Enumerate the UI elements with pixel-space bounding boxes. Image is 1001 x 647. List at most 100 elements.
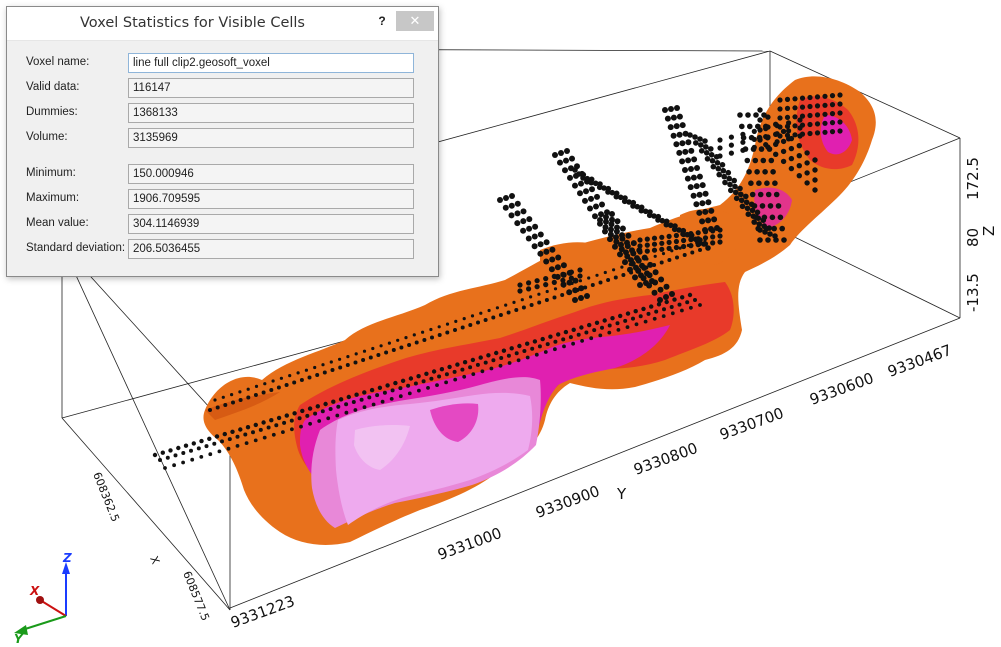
drillhole-point xyxy=(353,360,358,365)
drillhole-point xyxy=(822,102,828,108)
drillhole-point xyxy=(748,180,754,186)
drillhole-point xyxy=(763,225,769,232)
drillhole-point xyxy=(634,203,641,210)
drillhole-point xyxy=(509,346,514,351)
drillhole-point xyxy=(613,193,620,200)
drillhole-point xyxy=(313,411,318,416)
standard-deviation-field[interactable]: 206.5036455 xyxy=(128,239,414,259)
drillhole-point xyxy=(748,134,755,141)
drillhole-point xyxy=(784,96,791,102)
drillhole-point xyxy=(537,292,541,296)
drillhole-point xyxy=(663,221,670,228)
drillhole-point xyxy=(476,320,480,325)
drillhole-point xyxy=(437,374,442,379)
drillhole-point xyxy=(699,200,706,207)
drillhole-point xyxy=(786,128,792,134)
mean-value-field[interactable]: 304.1146939 xyxy=(128,214,414,234)
field-label: Mean value: xyxy=(26,217,89,229)
drillhole-point xyxy=(462,317,466,321)
drillhole-point xyxy=(777,133,783,139)
drillhole-point xyxy=(204,444,209,449)
y-tick-label: 9330900 xyxy=(533,482,602,522)
dummies-field[interactable]: 1368133 xyxy=(128,103,414,123)
minimum-field[interactable]: 150.000946 xyxy=(128,164,414,184)
drillhole-point xyxy=(615,321,620,326)
drillhole-point xyxy=(829,111,836,117)
drillhole-point xyxy=(429,327,433,332)
valid-data-field[interactable]: 116147 xyxy=(128,78,414,98)
drillhole-point xyxy=(592,180,599,187)
drillhole-point xyxy=(414,340,419,345)
drillhole-point xyxy=(514,200,521,207)
drillhole-point xyxy=(675,255,679,260)
drillhole-point xyxy=(721,173,727,180)
drillhole-point xyxy=(739,123,745,130)
close-button[interactable]: ✕ xyxy=(396,11,434,31)
drillhole-point xyxy=(695,236,701,242)
drillhole-point xyxy=(655,217,661,223)
drillhole-point xyxy=(577,273,583,279)
drillhole-point xyxy=(646,282,653,289)
drillhole-point xyxy=(274,423,279,428)
drillhole-point xyxy=(587,322,592,328)
drillhole-point xyxy=(656,302,662,307)
drillhole-point xyxy=(543,248,550,255)
field-label: Volume: xyxy=(26,131,68,143)
volume-field[interactable]: 3135969 xyxy=(128,128,414,148)
drillhole-point xyxy=(246,395,251,400)
drillhole-point xyxy=(444,372,449,377)
drillhole-point xyxy=(613,275,618,280)
drillhole-point xyxy=(752,157,759,164)
drillhole-point xyxy=(502,204,509,211)
help-button[interactable]: ? xyxy=(378,14,386,28)
drillhole-point xyxy=(307,406,313,411)
drillhole-point xyxy=(682,148,689,155)
drillhole-point xyxy=(367,395,372,400)
drillhole-point xyxy=(699,182,706,189)
drillhole-point xyxy=(598,333,603,338)
drillhole-point xyxy=(710,163,717,170)
drillhole-point xyxy=(804,160,810,166)
voxel-statistics-dialog[interactable]: Voxel Statistics for Visible Cells ? ✕ V… xyxy=(6,6,439,277)
dialog-titlebar[interactable]: Voxel Statistics for Visible Cells ? ✕ xyxy=(7,7,438,41)
drillhole-point xyxy=(728,142,735,148)
drillhole-point xyxy=(688,231,694,237)
drillhole-point xyxy=(717,227,723,233)
drillhole-point xyxy=(331,399,336,404)
drillhole-point xyxy=(315,404,320,409)
drillhole-point xyxy=(606,278,611,282)
x-tick-label: 608362.5 xyxy=(90,470,122,524)
drillhole-point xyxy=(705,245,711,251)
drillhole-point xyxy=(717,239,723,245)
drillhole-point xyxy=(290,427,294,432)
drillhole-point xyxy=(737,185,743,192)
drillhole-point xyxy=(602,318,607,323)
drillhole-point xyxy=(773,141,779,147)
drillhole-point xyxy=(516,358,521,363)
drillhole-point xyxy=(549,246,556,253)
drillhole-point xyxy=(452,369,457,374)
drillhole-point xyxy=(212,441,217,446)
drillhole-point xyxy=(745,112,751,118)
drillhole-point xyxy=(698,248,702,252)
drillhole-point xyxy=(522,349,527,353)
drillhole-point xyxy=(699,218,706,225)
maximum-field[interactable]: 1906.709595 xyxy=(128,189,414,209)
drillhole-point xyxy=(483,360,488,365)
drillhole-point xyxy=(814,103,821,109)
field-label: Maximum: xyxy=(26,192,80,204)
drillhole-point xyxy=(344,402,349,407)
drillhole-point xyxy=(437,325,441,329)
drillhole-point xyxy=(525,355,530,360)
drillhole-point xyxy=(822,111,828,117)
drillhole-point xyxy=(634,322,639,327)
drillhole-point xyxy=(354,352,358,356)
voxel-name-field[interactable]: line full clip2.geosoft_voxel xyxy=(128,53,414,73)
drillhole-point xyxy=(695,230,701,236)
drillhole-point xyxy=(640,275,647,282)
drillhole-point xyxy=(740,139,746,145)
drillhole-point xyxy=(702,208,709,215)
drillhole-point xyxy=(624,243,631,250)
drillhole-point xyxy=(572,182,578,189)
